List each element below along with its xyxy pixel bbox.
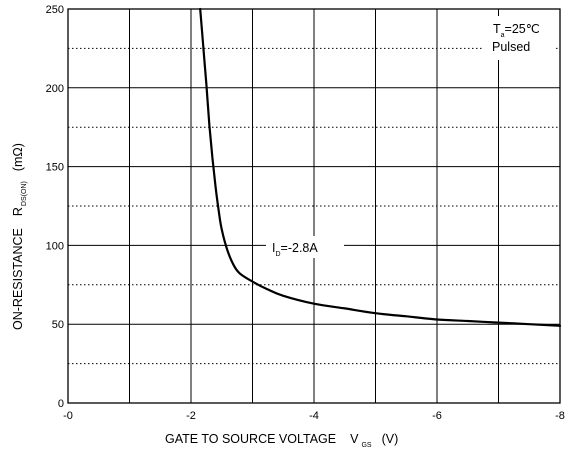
condition-temp-sub: a (501, 32, 505, 39)
condition-temp-value: =25℃ (505, 22, 540, 36)
x-axis-label-main: GATE TO SOURCE VOLTAGE (165, 432, 336, 446)
series-label-backdrop (266, 236, 344, 258)
y-tick-label: 150 (46, 162, 64, 174)
x-axis-label-sub: GS (361, 442, 371, 449)
x-tick-label: -0 (63, 410, 73, 422)
series-curve-id-2-8a (199, 7, 562, 327)
x-axis-label: GATE TO SOURCE VOLTAGE V GS (V) (165, 432, 398, 449)
condition-temp: Ta=25℃ (493, 22, 540, 39)
x-tick-label: -2 (186, 410, 196, 422)
y-axis-label-main: ON-RESISTANCE (11, 228, 25, 330)
y-tick-label: 50 (52, 319, 64, 331)
series-label-prefix: I (272, 241, 275, 255)
plot-area-frame (67, 8, 561, 404)
y-tick-label: 100 (46, 240, 64, 252)
x-tick-label: -4 (309, 410, 319, 422)
series-label: ID=-2.8A (272, 241, 318, 258)
y-axis-label: ON-RESISTANCE RDS(ON) (mΩ) (11, 143, 28, 330)
y-tick-label: 0 (58, 398, 64, 410)
y-tick-label: 250 (46, 4, 64, 16)
conditions-backdrop (484, 16, 556, 60)
y-axis-label-sub: DS(ON) (21, 181, 28, 206)
series-label-sub: D (275, 251, 280, 258)
y-axis-label-unit: (mΩ) (11, 143, 25, 171)
condition-mode: Pulsed (492, 40, 530, 54)
y-tick-labels: 0 50 100 150 200 250 (46, 4, 64, 410)
major-gridlines (68, 9, 560, 403)
x-axis-label-unit: (V) (382, 432, 399, 446)
x-axis-label-symbol: V (350, 432, 359, 446)
series-label-value: =-2.8A (281, 241, 319, 255)
x-tick-label: -6 (432, 410, 442, 422)
condition-temp-prefix: T (493, 22, 501, 36)
x-tick-labels: -0 -2 -4 -6 -8 (63, 410, 565, 422)
y-tick-label: 200 (46, 83, 64, 95)
x-tick-label: -8 (555, 410, 565, 422)
y-axis-label-symbol: R (11, 207, 25, 216)
